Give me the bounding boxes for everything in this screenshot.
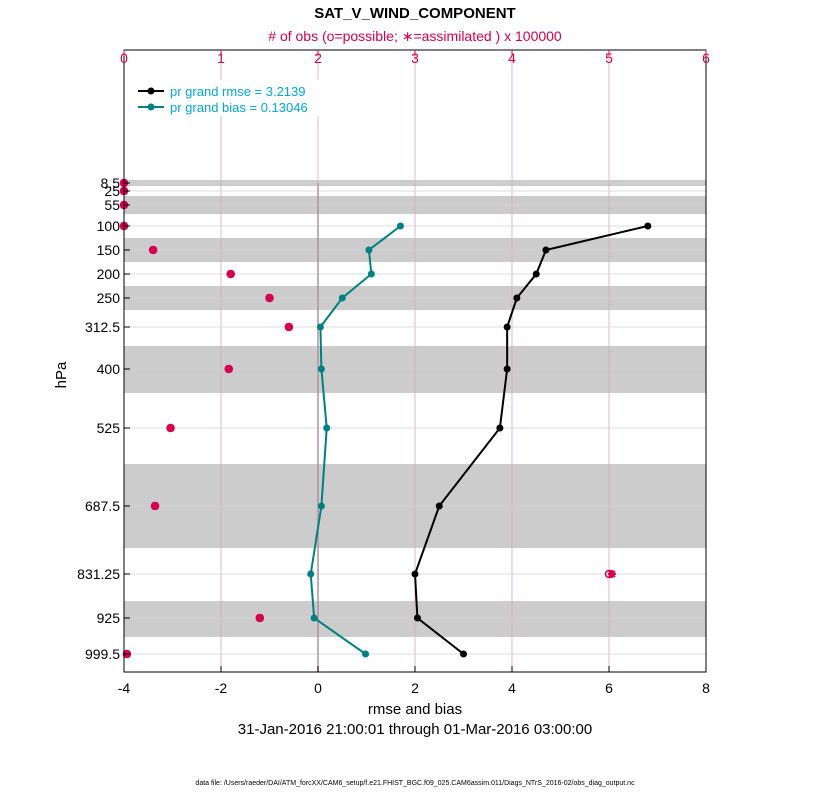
series-rmse-point xyxy=(413,614,421,622)
x-ticks: -4 -2 0 2 4 6 8 xyxy=(118,666,710,696)
obs-assimilated-marker xyxy=(224,365,233,373)
y-tick-label: 525 xyxy=(97,420,121,436)
obs-assimilated-marker xyxy=(255,614,264,622)
series-bias-point xyxy=(317,502,325,510)
series-bias-point xyxy=(362,650,370,658)
data-file: data file: /Users/raeder/DAI/ATM_forcXX/… xyxy=(195,780,635,787)
y-tick-label: 8.5 xyxy=(101,175,121,191)
y-tick-label: 312.5 xyxy=(85,319,120,335)
date-range: 31-Jan-2016 21:00:01 through 01-Mar-2016… xyxy=(238,721,592,738)
legend: pr grand rmse = 3.2139 pr grand bias = 0… xyxy=(132,80,342,116)
series-bias-point xyxy=(367,270,375,278)
y-tick-label: 400 xyxy=(97,361,121,377)
obs-assimilated-stroke xyxy=(226,270,235,278)
x-tick-label: 8 xyxy=(702,680,710,696)
series-rmse-point xyxy=(435,502,443,510)
obs-assimilated-marker xyxy=(166,424,175,432)
y-tick-label: 100 xyxy=(97,218,121,234)
top-tick-label: 2 xyxy=(314,50,322,66)
x-axis-label: rmse and bias xyxy=(368,701,462,718)
series-rmse-point xyxy=(513,294,521,302)
series-bias-point xyxy=(323,424,331,432)
legend-box xyxy=(132,80,342,116)
series-rmse-point xyxy=(532,270,540,278)
top-ticks: 0 1 2 3 4 5 6 xyxy=(120,50,710,66)
y-axis-label: hPa xyxy=(53,361,70,388)
legend-bias-marker xyxy=(147,103,155,111)
x-tick-label: 6 xyxy=(605,680,613,696)
obs-assimilated-stroke xyxy=(225,365,233,373)
grid-lines xyxy=(124,50,706,672)
series-layer xyxy=(307,222,652,658)
series-bias-point xyxy=(396,222,404,230)
obs-assimilated-stroke xyxy=(285,323,293,331)
obs-assimilated-stroke xyxy=(149,246,157,254)
x-tick-label: 2 xyxy=(411,680,419,696)
series-bias-point xyxy=(307,570,315,578)
series-rmse-point xyxy=(460,650,467,658)
chart-title: SAT_V_WIND_COMPONENT xyxy=(314,5,515,22)
y-tick-label: 25 xyxy=(104,183,120,199)
top-tick-label: 6 xyxy=(702,50,710,66)
obs-assimilated-stroke xyxy=(166,424,175,432)
y-tick-label: 150 xyxy=(97,242,121,258)
y-tick-label: 687.5 xyxy=(85,498,120,514)
legend-rmse-label: pr grand rmse = 3.2139 xyxy=(170,84,306,99)
top-axis-label: # of obs (o=possible; ∗=assimilated ) x … xyxy=(268,28,562,44)
x-tick-label: -4 xyxy=(118,680,131,696)
y-tick-label: 250 xyxy=(97,290,121,306)
obs-assimilated-marker xyxy=(226,270,235,278)
top-tick-label: 1 xyxy=(217,50,225,66)
obs-assimilated-stroke xyxy=(151,502,159,510)
y-tick-label: 831.25 xyxy=(77,566,120,582)
series-bias-point xyxy=(338,294,346,302)
y-tick-label: 200 xyxy=(97,266,121,282)
series-rmse-point xyxy=(503,323,511,331)
series-rmse-point xyxy=(411,570,419,578)
obs-assimilated-marker xyxy=(151,502,160,510)
legend-rmse-marker xyxy=(147,87,155,95)
x-tick-label: 0 xyxy=(314,680,322,696)
series-rmse-point xyxy=(542,246,550,254)
obs-layer xyxy=(119,178,616,659)
obs-assimilated-marker xyxy=(265,294,274,302)
titles: SAT_V_WIND_COMPONENT # of obs (o=possibl… xyxy=(268,5,562,44)
top-tick-label: 0 xyxy=(120,50,128,66)
obs-assimilated-stroke xyxy=(608,570,616,578)
top-tick-label: 4 xyxy=(508,50,516,66)
obs-assimilated-marker xyxy=(607,570,616,578)
series-rmse-point xyxy=(644,222,652,230)
series-rmse-point xyxy=(503,365,511,373)
top-tick-label: 5 xyxy=(605,50,613,66)
obs-assimilated-marker xyxy=(149,246,158,254)
obs-assimilated-stroke xyxy=(265,294,274,302)
x-tick-label: 4 xyxy=(508,680,516,696)
y-tick-label: 55 xyxy=(104,197,120,213)
series-bias-point xyxy=(317,365,325,373)
y-tick-label: 999.5 xyxy=(85,646,120,662)
series-bias-point xyxy=(310,614,318,622)
top-tick-label: 3 xyxy=(411,50,419,66)
series-bias-point xyxy=(365,246,373,254)
series-bias-point xyxy=(316,323,324,331)
obs-assimilated-marker xyxy=(284,323,293,331)
legend-bias-label: pr grand bias = 0.13046 xyxy=(170,100,308,115)
series-rmse-point xyxy=(496,424,504,432)
x-tick-label: -2 xyxy=(215,680,228,696)
obs-assimilated-stroke xyxy=(256,614,264,622)
y-tick-label: 925 xyxy=(97,610,121,626)
